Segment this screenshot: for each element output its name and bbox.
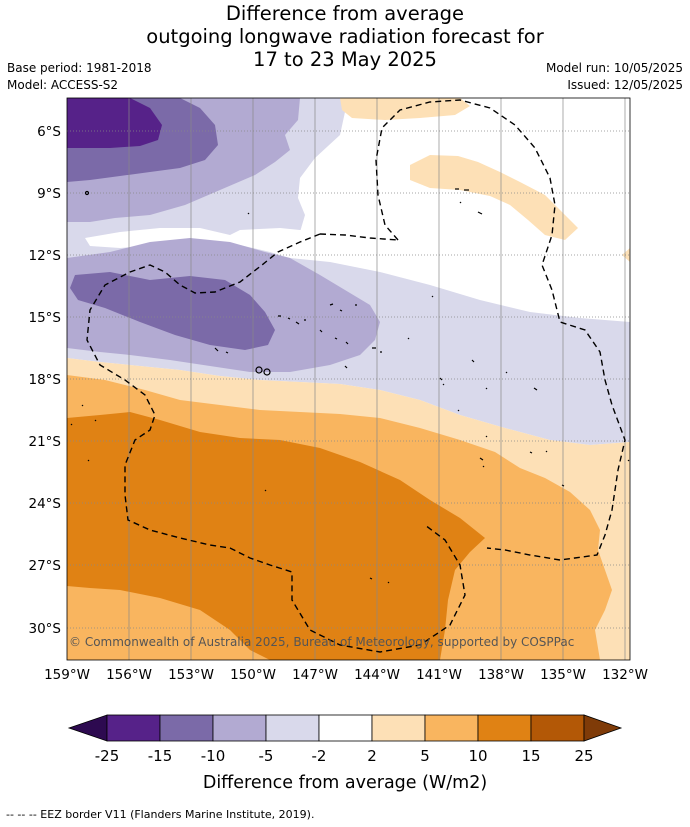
region-pos-2-5-blob <box>410 155 578 240</box>
map-frame <box>66 97 631 661</box>
lat-label: 15°S <box>29 310 62 326</box>
eez-border-west <box>86 233 466 653</box>
lat-label: 24°S <box>29 496 62 512</box>
latitude-labels: 6°S 9°S 12°S 15°S 18°S 21°S 24°S 27°S 30… <box>29 124 62 637</box>
colorbar-swatch <box>265 714 320 742</box>
region-neg-25-15 <box>67 98 162 148</box>
graticule <box>67 98 630 660</box>
copyright-text: © Commonwealth of Australia 2025, Bureau… <box>69 635 574 649</box>
lat-label: 12°S <box>29 248 62 264</box>
eez-border-link <box>319 233 399 241</box>
colorbar-tick-label: 2 <box>367 747 377 765</box>
lat-label: 6°S <box>37 124 61 140</box>
model-text: Model: ACCESS-S2 <box>7 78 119 92</box>
region-pos-2-5-north <box>340 98 470 120</box>
anomaly-field: © Commonwealth of Australia 2025, Bureau… <box>67 98 630 660</box>
colorbar-swatch <box>212 714 267 742</box>
colorbar: -25 -15 -10 -5 -2 2 5 10 15 25 Differenc… <box>67 714 623 793</box>
colorbar-tick-label: -2 <box>312 747 327 765</box>
colorbar-swatch <box>159 714 214 742</box>
colorbar-tick-label: 25 <box>574 747 593 765</box>
colorbar-title: Difference from average (W/m2) <box>203 773 487 793</box>
lon-label: 144°W <box>354 667 400 683</box>
lon-label: 138°W <box>478 667 524 683</box>
colorbar-extend-low <box>67 714 108 742</box>
colorbar-tick-label: 10 <box>468 747 487 765</box>
lon-label: 132°W <box>602 667 648 683</box>
colorbar-tick-label: -10 <box>201 747 226 765</box>
colorbar-swatch <box>371 714 426 742</box>
islands <box>70 188 630 584</box>
lon-label: 135°W <box>540 667 586 683</box>
eez-borders <box>86 99 626 653</box>
colorbar-tick-label: -25 <box>95 747 120 765</box>
lon-label: 147°W <box>292 667 338 683</box>
title-line-3: 17 to 23 May 2025 <box>253 48 437 71</box>
colorbar-tick-label: 15 <box>521 747 540 765</box>
region-pos-10-15 <box>67 412 485 660</box>
colorbar-tick-label: -15 <box>148 747 173 765</box>
region-neg-15-10-south <box>70 272 275 350</box>
eez-border-north <box>375 99 626 561</box>
colorbar-extend-high <box>583 714 623 742</box>
lat-label: 30°S <box>29 621 62 637</box>
colorbar-tick-label: -5 <box>259 747 274 765</box>
colorbar-tick-label: 5 <box>420 747 430 765</box>
lon-label: 141°W <box>416 667 462 683</box>
colorbar-swatch <box>106 714 161 742</box>
title-line-1: Difference from average <box>225 2 465 25</box>
lon-label: 159°W <box>44 667 90 683</box>
colorbar-swatch <box>477 714 532 742</box>
base-period-text: Base period: 1981-2018 <box>7 61 152 75</box>
lat-label: 18°S <box>29 372 62 388</box>
colorbar-swatch <box>318 714 373 742</box>
issued-text: Issued: 12/05/2025 <box>567 78 683 92</box>
colorbar-swatch <box>530 714 585 742</box>
title-line-2: outgoing longwave radiation forecast for <box>146 25 544 48</box>
lon-label: 153°W <box>168 667 214 683</box>
lon-label: 150°W <box>230 667 276 683</box>
model-run-text: Model run: 10/05/2025 <box>545 61 683 75</box>
longitude-labels: 159°W 156°W 153°W 150°W 147°W 144°W 141°… <box>44 667 648 683</box>
lat-label: 27°S <box>29 558 62 574</box>
lon-label: 156°W <box>106 667 152 683</box>
colorbar-swatch <box>424 714 479 742</box>
eez-legend-text: -- -- -- EEZ border V11 (Flanders Marine… <box>6 808 315 821</box>
lat-label: 9°S <box>37 186 61 202</box>
lat-label: 21°S <box>29 434 62 450</box>
